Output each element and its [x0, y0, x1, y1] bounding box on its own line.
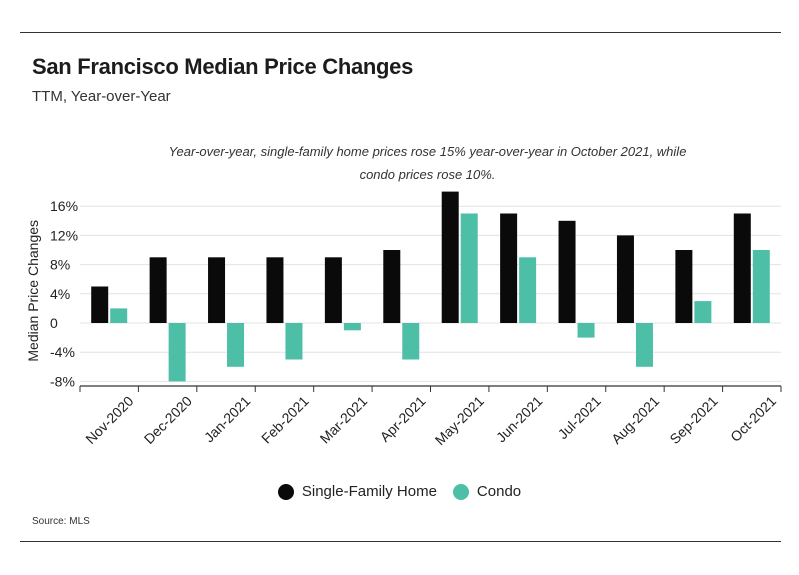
chart-title: San Francisco Median Price Changes — [32, 54, 414, 79]
legend: Single-Family Home Condo — [0, 483, 799, 500]
legend-label-single-family: Single-Family Home — [301, 483, 437, 500]
x-tick-label: Feb-2021 — [258, 393, 312, 447]
legend-swatch-single-family — [277, 483, 294, 500]
chart-subtitle: TTM, Year-over-Year — [32, 88, 171, 105]
y-tick-label: 4% — [50, 286, 70, 302]
bar-single-family-apr-2021 — [383, 250, 401, 323]
y-tick-label: 16% — [50, 198, 78, 214]
bar-condo-nov-2020 — [110, 308, 128, 323]
bar-single-family-feb-2021 — [266, 257, 284, 323]
bar-condo-feb-2021 — [285, 323, 303, 360]
bar-condo-may-2021 — [460, 213, 478, 323]
bar-single-family-aug-2021 — [616, 235, 634, 323]
bar-single-family-jul-2021 — [558, 220, 576, 323]
legend-item-condo: Condo — [452, 483, 522, 500]
bar-condo-sep-2021 — [694, 301, 712, 323]
x-tick-label: Jan-2021 — [201, 393, 254, 446]
bar-condo-mar-2021 — [343, 323, 361, 331]
x-tick-label: Dec-2020 — [141, 393, 195, 447]
bar-condo-aug-2021 — [635, 323, 653, 367]
y-axis-label: Median Price Changes — [25, 220, 41, 362]
bar-condo-dec-2020 — [168, 323, 186, 382]
bar-single-family-oct-2021 — [733, 213, 751, 323]
y-tick-label: -4% — [50, 344, 75, 360]
source-note: Source: MLS — [32, 516, 90, 527]
x-tick-label: Aug-2021 — [608, 393, 662, 447]
y-tick-label: 0 — [50, 315, 58, 331]
x-tick-label: Sep-2021 — [666, 393, 720, 447]
y-tick-label: -8% — [50, 373, 75, 389]
bar-single-family-mar-2021 — [324, 257, 342, 323]
chart-canvas: 16% 12% 8% 4% 0 -4% -8% Median Price Changes Nov… — [25, 191, 782, 448]
bar-condo-jan-2021 — [227, 323, 245, 367]
bar-single-family-nov-2020 — [91, 286, 109, 323]
y-tick-label: 12% — [50, 227, 78, 243]
bar-single-family-may-2021 — [441, 191, 459, 323]
bar-single-family-jun-2021 — [500, 213, 518, 323]
x-tick-label: Apr-2021 — [377, 393, 429, 445]
x-tick-label: Mar-2021 — [317, 393, 371, 447]
legend-swatch-condo — [452, 483, 469, 500]
legend-item-single-family: Single-Family Home — [277, 483, 437, 500]
chart-annotation: Year-over-year, single-family home price… — [168, 144, 687, 182]
x-tick-label: Nov-2020 — [82, 393, 136, 447]
x-tick-label: Jul-2021 — [555, 393, 604, 442]
bar-single-family-sep-2021 — [675, 250, 693, 323]
x-tick-label: Jun-2021 — [493, 393, 546, 446]
x-tick-label: May-2021 — [432, 393, 487, 448]
bar-condo-jun-2021 — [519, 257, 537, 323]
y-tick-label: 8% — [50, 257, 70, 273]
legend-label-condo: Condo — [476, 483, 522, 500]
bottom-rule — [20, 541, 781, 542]
bar-single-family-jan-2021 — [208, 257, 226, 323]
bar-condo-jul-2021 — [577, 323, 595, 338]
bar-condo-oct-2021 — [752, 250, 770, 323]
bar-single-family-dec-2020 — [149, 257, 167, 323]
top-rule — [20, 32, 781, 33]
x-tick-label: Oct-2021 — [727, 393, 779, 445]
bar-condo-apr-2021 — [402, 323, 420, 360]
